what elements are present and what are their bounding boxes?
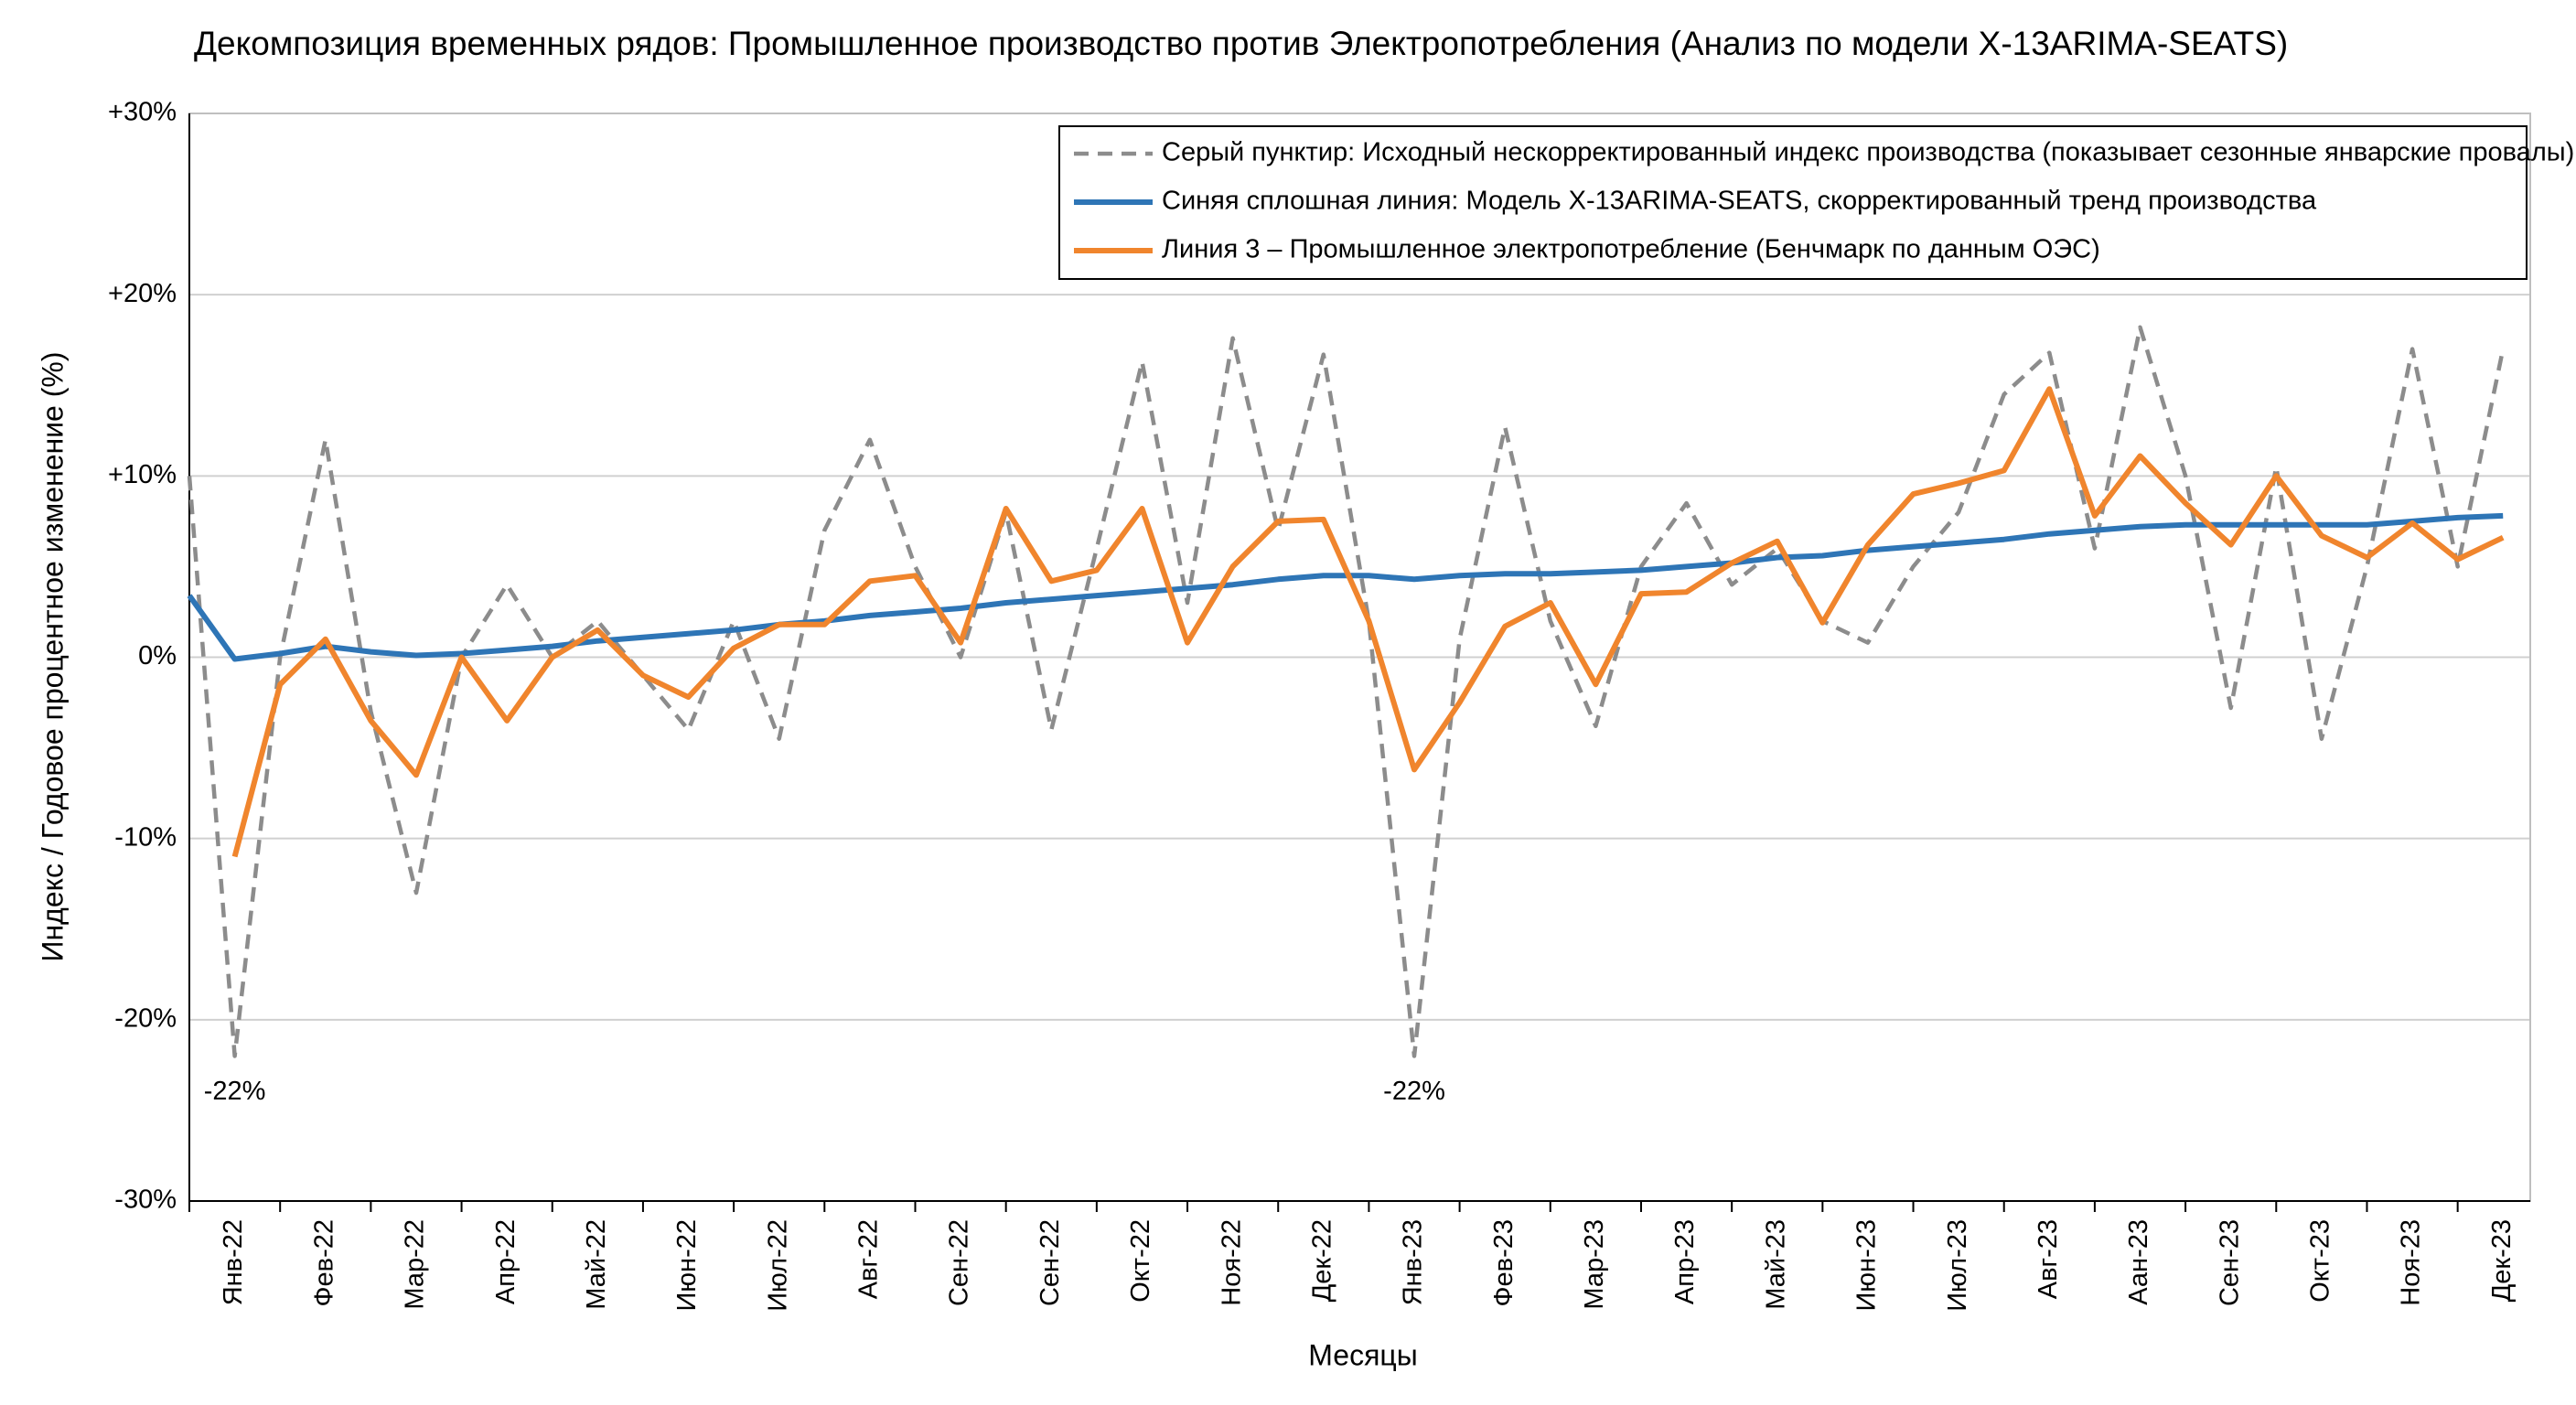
x-tick-label: Июн-22 — [672, 1219, 702, 1312]
x-tick-label: Сен-22 — [1036, 1219, 1065, 1306]
x-tick-label: Дек-23 — [2487, 1219, 2517, 1302]
x-tick-label: Апр-23 — [1670, 1219, 1700, 1304]
legend-box — [1058, 125, 2528, 280]
series-line — [231, 386, 2505, 858]
legend-label: Серый пунктир: Исходный нескорректирован… — [1162, 138, 2574, 167]
x-tick-label: Мар-22 — [401, 1219, 430, 1310]
x-tick-label: Янв-23 — [1399, 1219, 1428, 1305]
x-tick-label: Июл-22 — [763, 1219, 792, 1312]
x-tick-label: Ноя-23 — [2397, 1219, 2426, 1306]
x-tick-label: Июл-23 — [1943, 1219, 1972, 1312]
x-tick-label: Окт-23 — [2306, 1219, 2335, 1303]
y-tick-label: -20% — [114, 1003, 177, 1033]
y-tick-label: 0% — [138, 641, 177, 670]
y-tick-label: +10% — [108, 460, 177, 489]
x-tick-label: Окт-22 — [1126, 1219, 1155, 1303]
annotation: -22% — [1383, 1077, 1445, 1106]
x-tick-label: Сен-22 — [945, 1219, 974, 1306]
x-tick-label: Фев-23 — [1489, 1219, 1519, 1307]
x-tick-label: Июн-23 — [1852, 1219, 1882, 1312]
series-line — [187, 325, 2506, 1058]
chart-title: Декомпозиция временных рядов: Промышленн… — [194, 25, 2288, 62]
y-tick-label: -10% — [114, 822, 177, 852]
legend-label: Линия 3 – Промышленное электропотреблени… — [1162, 235, 2100, 264]
y-tick-label: +30% — [108, 98, 177, 127]
x-axis-title: Месяцы — [1308, 1338, 1417, 1371]
x-tick-label: Сен-23 — [2215, 1219, 2244, 1306]
legend-label: Синяя сплошная линия: Модель X-13ARIMA-S… — [1162, 187, 2317, 216]
y-tick-label: +20% — [108, 279, 177, 308]
x-tick-label: Май-22 — [582, 1219, 611, 1310]
x-tick-label: Авг-22 — [854, 1219, 884, 1299]
y-axis-title: Индекс / Годовое процентное изменение (%… — [36, 351, 69, 961]
x-tick-label: Аан-23 — [2124, 1219, 2153, 1305]
x-tick-label: Май-23 — [1761, 1219, 1790, 1310]
x-tick-label: Ноя-22 — [1217, 1219, 1246, 1306]
x-tick-label: Авг-23 — [2034, 1219, 2063, 1299]
x-tick-label: Янв-22 — [219, 1219, 248, 1305]
x-tick-label: Дек-22 — [1307, 1219, 1336, 1302]
x-tick-label: Фев-22 — [309, 1219, 338, 1307]
annotation: -22% — [204, 1077, 266, 1106]
x-tick-label: Апр-22 — [491, 1219, 521, 1304]
y-tick-label: -30% — [114, 1185, 177, 1215]
x-tick-label: Мар-23 — [1580, 1219, 1609, 1310]
